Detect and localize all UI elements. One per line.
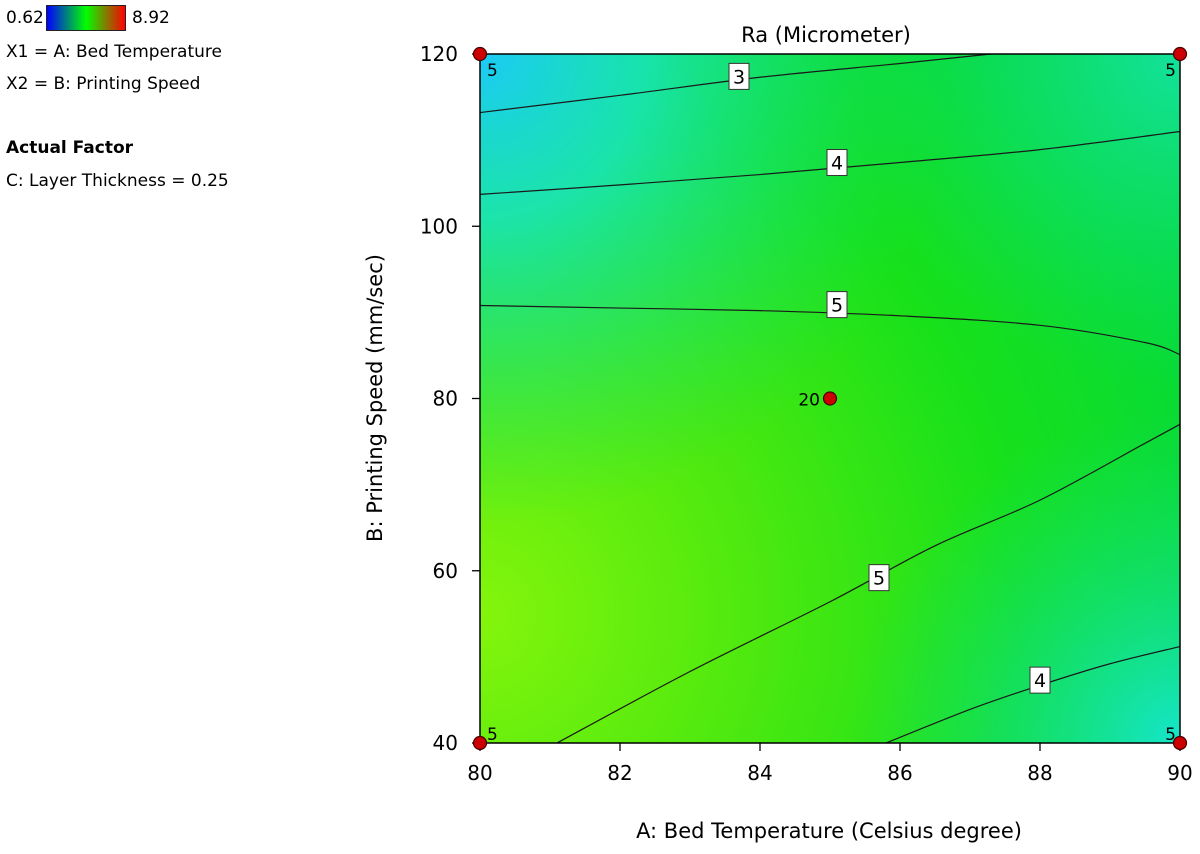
y-tick-label-0: 40 — [433, 731, 458, 755]
contour-label-2: 5 — [826, 291, 848, 319]
color-scale-bar — [46, 5, 126, 31]
scale-min-label: 0.62 — [6, 8, 44, 28]
contour-label-1: 4 — [826, 149, 848, 177]
design-point-label-2: 5 — [487, 725, 498, 745]
design-point-2 — [472, 735, 488, 751]
design-point-label-4: 20 — [798, 391, 820, 411]
y-tick-label-1: 60 — [433, 559, 458, 583]
svg-text:4: 4 — [1034, 670, 1046, 692]
y-tick-label-2: 80 — [433, 387, 458, 411]
design-point-label-1: 5 — [1165, 61, 1176, 81]
y-tick-label-3: 100 — [420, 214, 458, 238]
design-point-3 — [1172, 735, 1188, 751]
contour-label-3: 5 — [868, 564, 890, 592]
svg-text:3: 3 — [733, 66, 745, 88]
contour-line-3 — [556, 423, 1181, 744]
x-tick-label-5: 90 — [1167, 761, 1192, 785]
factor-x2-label: X2 = B: Printing Speed — [6, 74, 201, 94]
scale-max-label: 8.92 — [132, 8, 170, 28]
contour-line-2 — [479, 304, 1181, 356]
design-point-4 — [822, 391, 838, 406]
design-point-label-0: 5 — [487, 61, 498, 81]
design-point-0 — [472, 46, 488, 62]
x-tick-label-2: 84 — [747, 761, 772, 785]
actual-factor-title: Actual Factor — [6, 138, 134, 158]
design-point-1 — [1172, 46, 1188, 62]
y-axis-label: B: Printing Speed (mm/sec) — [363, 254, 387, 542]
x-tick-label-1: 82 — [607, 761, 632, 785]
contour-label-0: 3 — [728, 62, 750, 90]
factor-x1-label: X1 = A: Bed Temperature — [6, 42, 222, 62]
contour-label-4: 4 — [1029, 666, 1051, 694]
x-tick-label-3: 86 — [887, 761, 912, 785]
chart-title: Ra (Micrometer) — [741, 23, 911, 47]
x-tick-label-0: 80 — [467, 761, 492, 785]
y-tick-label-4: 120 — [420, 42, 458, 66]
svg-text:4: 4 — [831, 153, 843, 175]
x-tick-label-4: 88 — [1027, 761, 1052, 785]
svg-text:5: 5 — [831, 295, 843, 317]
contour-line-0 — [479, 53, 992, 114]
actual-factor-value: C: Layer Thickness = 0.25 — [6, 171, 229, 191]
svg-text:5: 5 — [873, 568, 885, 590]
x-axis-label: A: Bed Temperature (Celsius degree) — [636, 819, 1022, 843]
design-point-label-3: 5 — [1165, 725, 1176, 745]
